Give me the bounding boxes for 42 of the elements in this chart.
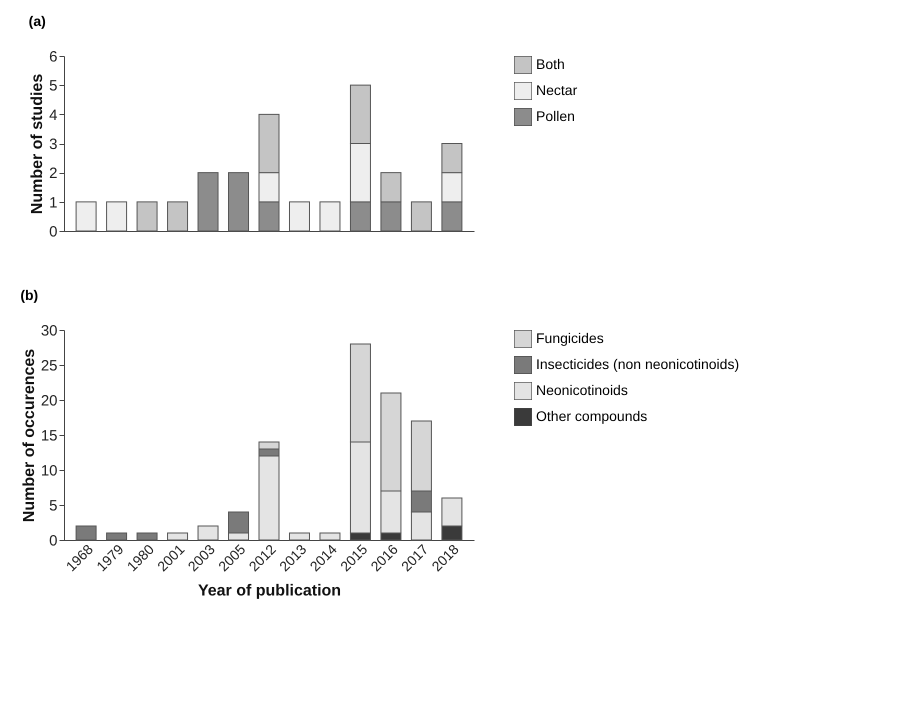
bar bbox=[228, 172, 250, 232]
bar bbox=[319, 201, 340, 232]
bar bbox=[319, 532, 340, 540]
y-tick-label: 0 bbox=[49, 224, 58, 240]
y-tick-label: 4 bbox=[49, 106, 58, 124]
bar bbox=[198, 526, 219, 540]
legend-label: Both bbox=[536, 56, 565, 72]
y-tick-label: 3 bbox=[49, 136, 58, 153]
legend-label: Other compounds bbox=[536, 408, 648, 424]
bar bbox=[410, 201, 432, 232]
y-tick-label: 20 bbox=[40, 392, 58, 410]
legend-label: Nectar bbox=[536, 82, 578, 98]
chart-title: (b) bbox=[20, 287, 38, 303]
y-tick-label: 5 bbox=[49, 498, 58, 514]
chart-title: (a) bbox=[28, 13, 46, 29]
bar bbox=[136, 532, 158, 540]
legend-label: Fungicides bbox=[536, 330, 604, 346]
y-tick-label: 6 bbox=[49, 48, 58, 66]
y-tick-label: 0 bbox=[49, 532, 58, 550]
legend-label: Insecticides (non neonicotinoids) bbox=[536, 356, 740, 372]
bar bbox=[167, 532, 188, 540]
bar bbox=[288, 532, 310, 540]
y-tick-label: 25 bbox=[40, 358, 58, 374]
y-tick-label: 1 bbox=[49, 194, 58, 212]
bar bbox=[76, 526, 97, 540]
y-tick-label: 2 bbox=[49, 165, 58, 182]
y-tick-label: 15 bbox=[40, 428, 58, 444]
bar bbox=[106, 201, 128, 232]
x-axis-title: Year of publication bbox=[198, 582, 342, 600]
bar bbox=[76, 201, 97, 232]
bar bbox=[288, 201, 310, 232]
y-tick-label: 10 bbox=[40, 462, 58, 480]
y-axis-title: Number of occurences bbox=[20, 348, 38, 522]
legend-label: Pollen bbox=[536, 108, 575, 124]
y-tick-label: 5 bbox=[49, 78, 58, 95]
bar bbox=[167, 201, 188, 232]
y-axis-title: Number of studies bbox=[29, 74, 46, 214]
bar bbox=[136, 201, 158, 232]
legend-label: Neonicotinoids bbox=[536, 382, 628, 398]
bar bbox=[198, 172, 219, 232]
bar bbox=[106, 532, 128, 540]
y-tick-label: 30 bbox=[40, 322, 58, 340]
